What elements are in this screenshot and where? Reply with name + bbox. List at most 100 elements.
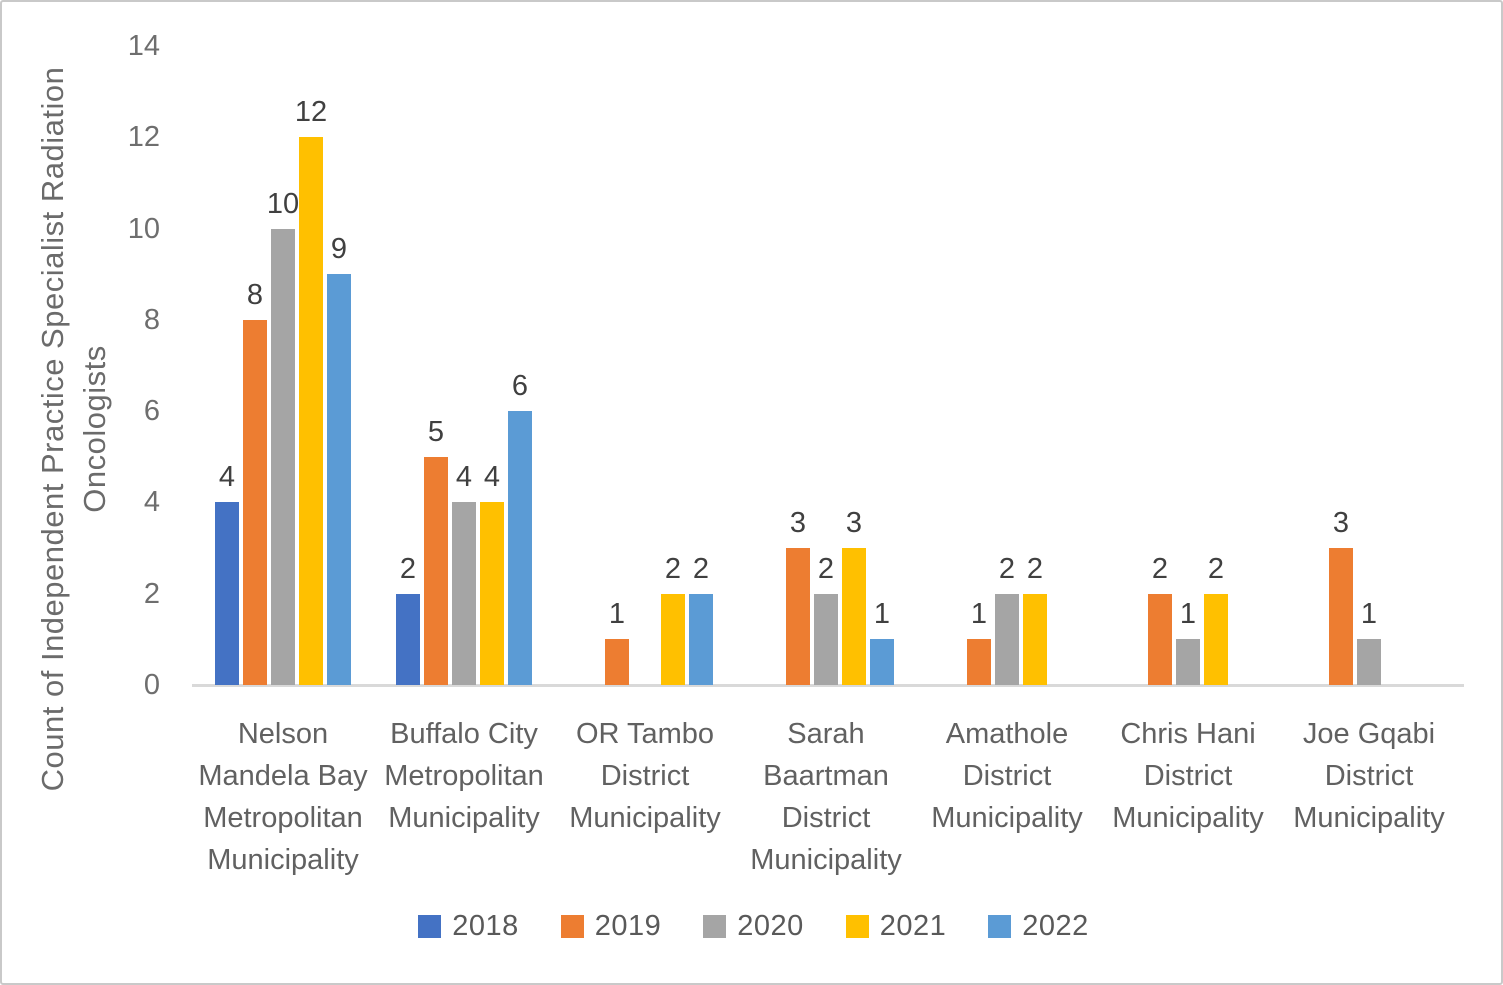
legend-item-2022: 2022: [988, 910, 1089, 943]
bar-value-label: 2: [998, 553, 1016, 585]
bar-2019-4: [786, 548, 810, 685]
category-label-line: Metropolitan: [384, 760, 544, 792]
legend-label: 2021: [879, 910, 947, 942]
y-tick-label: 10: [127, 212, 160, 245]
bar-2021-4: [842, 548, 866, 685]
category-label-line: Municipality: [1112, 802, 1264, 834]
bar-value-label: 2: [1026, 553, 1044, 585]
category-label-line: Joe Gqabi: [1302, 718, 1436, 750]
category-label-3: OR Tambo District Municipality: [554, 713, 736, 839]
category-label-line: Baartman: [763, 760, 889, 792]
category-label-line: District: [600, 760, 690, 792]
category-label-line: Municipality: [388, 802, 540, 834]
bar-value-label: 9: [330, 233, 348, 265]
bar-2020-2: [452, 502, 476, 685]
bar-value-label: 3: [845, 507, 863, 539]
bar-value-label: 1: [1360, 598, 1378, 630]
bar-value-label: 2: [664, 553, 682, 585]
bar-2020-6: [1176, 639, 1200, 685]
bar-2022-2: [508, 411, 532, 685]
y-tick-label: 8: [143, 303, 160, 336]
bar-value-label: 5: [427, 416, 445, 448]
category-label-line: Sarah: [787, 718, 865, 750]
bar-2019-7: [1329, 548, 1353, 685]
category-label-5: Amathole District Municipality: [916, 713, 1098, 839]
y-tick-label: 14: [127, 30, 160, 62]
category-label-line: Municipality: [207, 844, 359, 876]
category-label-line: District: [781, 802, 871, 834]
bar-value-label: 1: [970, 598, 988, 630]
y-tick-label: 4: [143, 486, 160, 519]
category-label-line: Nelson: [237, 718, 329, 750]
bar-2021-3: [661, 594, 685, 685]
bar-value-label: 2: [817, 553, 835, 585]
legend-swatch-icon: [988, 915, 1012, 938]
bar-2021-1: [299, 137, 323, 685]
bar-value-label: 4: [218, 461, 236, 493]
bar-value-label: 2: [1207, 553, 1225, 585]
legend-swatch-icon: [560, 915, 584, 938]
bar-value-label: 3: [1332, 507, 1350, 539]
legend-item-2018: 2018: [418, 910, 519, 943]
bar-2022-3: [689, 594, 713, 685]
category-label-2: Buffalo City Metropolitan Municipality: [373, 713, 555, 839]
bar-2021-5: [1023, 594, 1047, 685]
y-tick-label: 12: [127, 121, 160, 154]
bar-2020-5: [995, 594, 1019, 685]
bar-value-label: 12: [294, 96, 328, 128]
bar-value-label: 2: [399, 553, 417, 585]
legend-label: 2018: [452, 910, 519, 942]
legend-swatch-icon: [418, 915, 442, 938]
category-label-line: Municipality: [931, 802, 1083, 834]
bar-2019-2: [424, 457, 448, 685]
category-label-line: Amathole: [945, 718, 1069, 750]
bar-value-label: 1: [608, 598, 626, 630]
bar-value-label: 4: [483, 461, 501, 493]
bar-2022-4: [870, 639, 894, 685]
bar-2019-5: [967, 639, 991, 685]
legend-label: 2019: [594, 910, 662, 942]
bar-2022-1: [327, 274, 351, 685]
category-label-4: Sarah Baartman District Municipality: [735, 713, 917, 881]
legend-swatch-icon: [845, 915, 869, 938]
bar-value-label: 3: [789, 507, 807, 539]
legend-label: 2022: [1022, 910, 1089, 942]
bar-2019-1: [243, 320, 267, 685]
bar-value-label: 1: [873, 598, 891, 630]
category-label-7: Joe Gqabi District Municipality: [1278, 713, 1460, 839]
category-label-line: Mandela Bay: [198, 760, 368, 792]
bar-2018-2: [396, 594, 420, 685]
category-label-line: District: [962, 760, 1052, 792]
category-label-line: Municipality: [569, 802, 721, 834]
category-label-line: Chris Hani: [1120, 718, 1256, 750]
legend-item-2021: 2021: [845, 910, 947, 943]
y-tick-label: 2: [143, 577, 160, 610]
bar-value-label: 2: [692, 553, 710, 585]
y-tick-label: 6: [143, 395, 160, 428]
category-label-6: Chris Hani District Municipality: [1097, 713, 1279, 839]
category-label-line: District: [1143, 760, 1233, 792]
legend: 2018 2019 2020 2021 2022: [2, 910, 1501, 943]
bar-2020-4: [814, 594, 838, 685]
y-tick-label: 0: [143, 669, 160, 701]
bar-2020-7: [1357, 639, 1381, 685]
bar-value-label: 6: [511, 370, 529, 402]
category-label-line: District: [1324, 760, 1414, 792]
category-label-line: OR Tambo: [575, 718, 715, 750]
legend-label: 2020: [737, 910, 804, 942]
legend-swatch-icon: [703, 915, 727, 938]
category-label-line: Metropolitan: [203, 802, 363, 834]
legend-item-2019: 2019: [560, 910, 662, 943]
bar-2018-1: [215, 502, 239, 685]
bar-2019-3: [605, 639, 629, 685]
bar-2021-2: [480, 502, 504, 685]
bar-2019-6: [1148, 594, 1172, 685]
legend-item-2020: 2020: [703, 910, 804, 943]
bar-value-label: 1: [1179, 598, 1197, 630]
category-label-1: Nelson Mandela Bay Metropolitan Municipalit…: [192, 713, 374, 881]
category-label-line: Municipality: [750, 844, 902, 876]
bar-value-label: 2: [1151, 553, 1169, 585]
category-label-line: Buffalo City: [390, 718, 538, 750]
bar-2020-1: [271, 229, 295, 685]
